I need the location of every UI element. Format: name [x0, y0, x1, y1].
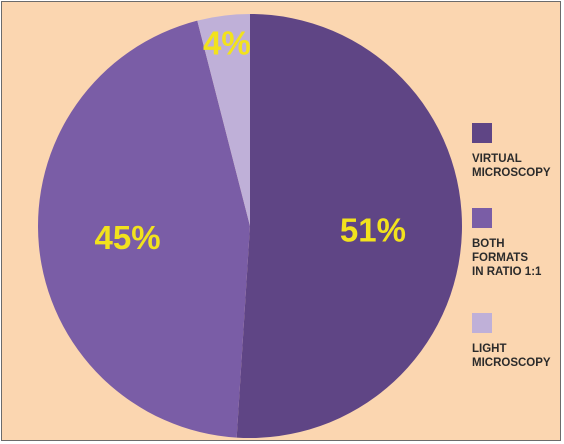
legend-swatch-both-formats [472, 208, 492, 228]
pie-chart: 51% 45% 4% [37, 14, 463, 439]
legend-item-both-formats: BOTH FORMATS IN RATIO 1:1 [472, 208, 541, 279]
legend-swatch-light-microscopy [472, 313, 492, 333]
pie-slice-light-microscopy [197, 14, 250, 226]
legend-label-light-microscopy: LIGHT MICROSCOPY [472, 343, 551, 369]
data-label-light-microscopy: 4% [203, 25, 251, 62]
data-label-virtual-microscopy: 51% [340, 211, 406, 248]
legend-item-virtual-microscopy: VIRTUAL MICROSCOPY [472, 123, 551, 180]
data-label-both-formats: 45% [95, 219, 161, 256]
pie-slice-virtual-microscopy [236, 14, 463, 439]
legend-label-both-formats: BOTH FORMATS IN RATIO 1:1 [472, 238, 542, 278]
legend-item-light-microscopy: LIGHT MICROSCOPY [472, 313, 551, 370]
legend-swatch-virtual-microscopy [472, 123, 492, 143]
legend-label-virtual-microscopy: VIRTUAL MICROSCOPY [472, 153, 551, 179]
pie-slice-both-formats [37, 20, 250, 438]
